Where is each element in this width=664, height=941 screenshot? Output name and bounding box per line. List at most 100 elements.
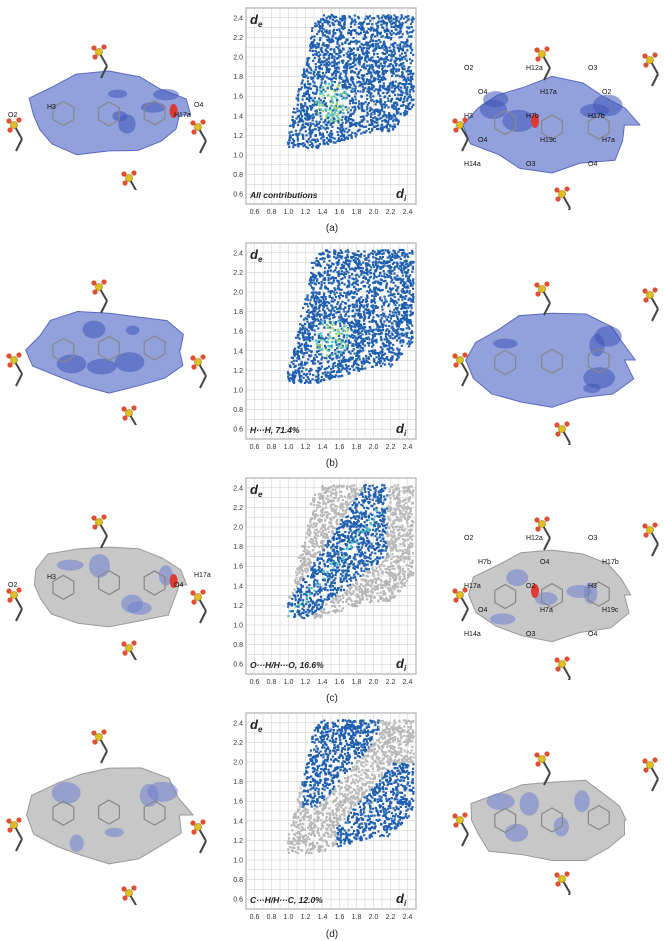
fingerprint-point	[364, 101, 367, 104]
fingerprint-point	[380, 57, 383, 60]
fingerprint-point	[391, 363, 394, 366]
fingerprint-point	[302, 68, 305, 71]
y-tick-label: 2.2	[233, 270, 243, 277]
fingerprint-point	[362, 328, 365, 331]
fingerprint-point	[308, 49, 312, 52]
fingerprint-point	[340, 502, 343, 505]
fingerprint-point	[406, 262, 409, 265]
fingerprint-point	[406, 32, 409, 35]
fingerprint-point	[377, 93, 380, 96]
fingerprint-point	[304, 86, 307, 89]
fingerprint-point	[352, 523, 355, 526]
fingerprint-point	[379, 345, 383, 349]
fingerprint-point	[332, 279, 336, 282]
fingerprint-point	[393, 272, 396, 275]
fingerprint-point	[363, 254, 366, 257]
sulfur-atom	[95, 283, 103, 291]
x-tick-label: 0.8	[267, 209, 277, 216]
fingerprint-point	[386, 521, 389, 524]
fingerprint-point	[325, 105, 328, 108]
fingerprint-point	[369, 354, 373, 357]
fingerprint-point	[318, 20, 321, 23]
fingerprint-point	[330, 85, 333, 88]
fingerprint-point	[343, 20, 347, 23]
fingerprint-point	[331, 595, 334, 598]
fingerprint-point	[300, 348, 303, 351]
fingerprint-point	[367, 356, 370, 359]
fingerprint-point	[334, 74, 337, 77]
fingerprint-point	[314, 124, 317, 128]
fingerprint-point	[410, 293, 413, 297]
fingerprint-point	[353, 110, 356, 113]
fingerprint-point	[343, 276, 347, 279]
fingerprint-point	[388, 254, 391, 258]
fingerprint-point	[342, 28, 345, 31]
oxygen-atom	[554, 422, 560, 428]
fingerprint-point	[306, 305, 310, 308]
fingerprint-point	[307, 377, 310, 381]
fingerprint-point	[390, 90, 394, 93]
fingerprint-point	[305, 63, 308, 66]
fingerprint-point	[408, 290, 411, 293]
fingerprint-point	[310, 46, 313, 49]
fingerprint-point	[409, 322, 413, 325]
fingerprint-point	[305, 372, 309, 376]
fingerprint-point	[378, 38, 381, 42]
fingerprint-point	[367, 329, 371, 332]
fingerprint-point	[370, 113, 373, 116]
fingerprint-point	[332, 263, 335, 266]
fingerprint-point	[395, 358, 398, 361]
x-tick-label: 1.4	[318, 444, 328, 451]
fingerprint-point	[361, 85, 364, 88]
fingerprint-point	[312, 358, 315, 362]
fingerprint-point	[357, 368, 360, 371]
fingerprint-point	[379, 271, 382, 274]
fingerprint-point	[295, 132, 298, 135]
fingerprint-point	[368, 15, 371, 18]
fingerprint-point	[339, 577, 342, 580]
fingerprint-point	[323, 299, 326, 302]
fingerprint-point	[302, 356, 305, 359]
fingerprint-point	[410, 300, 413, 303]
fingerprint-point	[358, 80, 361, 84]
fingerprint-point	[374, 352, 377, 356]
fingerprint-point	[315, 307, 318, 310]
fingerprint-point	[381, 252, 384, 256]
fingerprint-point	[297, 605, 300, 608]
fingerprint-point	[380, 100, 383, 103]
fingerprint-point	[378, 109, 381, 112]
fingerprint-point	[409, 62, 412, 65]
fingerprint-point	[378, 74, 381, 77]
fingerprint-point	[390, 74, 394, 78]
fingerprint-point	[351, 295, 354, 299]
fingerprint-point	[332, 141, 335, 144]
fingerprint-point	[293, 375, 296, 379]
fingerprint-point	[394, 21, 397, 24]
fingerprint-point	[292, 146, 295, 149]
fingerprint-point	[320, 81, 323, 84]
fingerprint-point	[393, 52, 397, 55]
fingerprint-point	[298, 358, 301, 361]
fingerprint-point	[383, 58, 386, 61]
fingerprint-point	[322, 126, 325, 129]
fingerprint-point	[339, 72, 343, 75]
fingerprint-point	[399, 98, 402, 102]
fingerprint-point	[375, 257, 378, 260]
fingerprint-point	[366, 79, 369, 82]
fingerprint-point	[387, 106, 390, 109]
fingerprint-point	[399, 47, 402, 50]
fingerprint-point	[351, 29, 355, 32]
fingerprint-point	[332, 270, 335, 273]
fingerprint-point	[364, 131, 367, 134]
fingerprint-point	[327, 139, 330, 143]
fingerprint-point	[379, 283, 383, 286]
fingerprint-point	[333, 55, 336, 58]
sulfonate-group	[121, 405, 138, 425]
fingerprint-point	[371, 39, 374, 43]
fingerprint-point	[365, 81, 368, 84]
fingerprint-point	[403, 256, 406, 259]
fingerprint-point	[398, 304, 401, 307]
fingerprint-point	[312, 113, 315, 116]
fingerprint-point	[398, 25, 401, 29]
fingerprint-point	[405, 289, 409, 292]
